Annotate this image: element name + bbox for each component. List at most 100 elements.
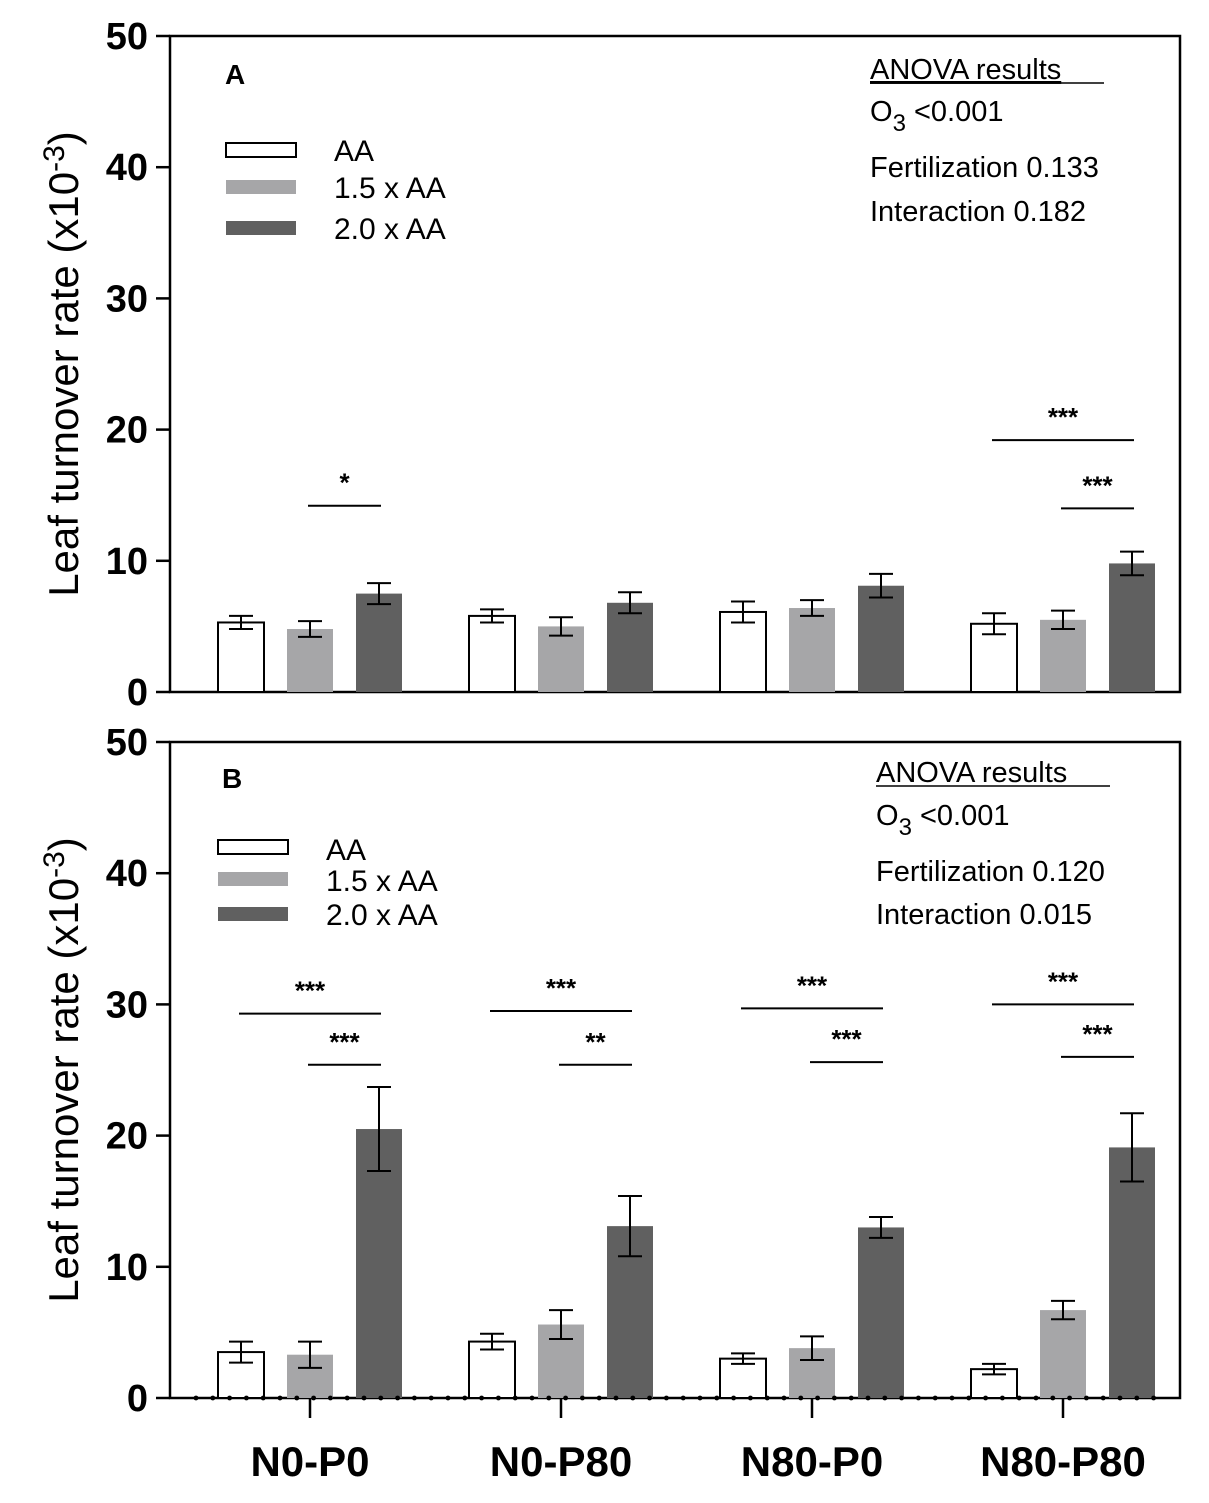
anova-title: ANOVA results [876,757,1067,789]
bar-1-5x [1040,619,1086,692]
bar-aa [719,610,767,694]
x-category-label: N0-P80 [490,1438,632,1485]
significance-label: *** [1082,1019,1113,1049]
baseline-dot [664,1395,669,1401]
baseline-dot [311,1395,316,1401]
baseline-dot [680,1395,686,1401]
baseline-dot [630,1395,636,1401]
baseline-dot [479,1395,484,1401]
baseline-dot [697,1395,703,1401]
significance-label: *** [1048,966,1079,996]
legend-swatch-2-0x [218,907,288,921]
baseline-dot [260,1395,266,1401]
legend-label-1-5x: 1.5 x AA [326,865,438,898]
bar-2-0x [356,1129,402,1398]
anova-interaction: Interaction 0.182 [870,196,1086,228]
bars [217,1086,1155,1400]
baseline-dot [244,1395,249,1401]
panel-letter: A [225,59,245,90]
y-axis-label-close: ) [40,131,87,145]
baseline-dot [748,1395,753,1401]
anova-o3: O3 <0.001 [876,800,1010,841]
baseline-dot [932,1395,938,1401]
y-tick-label: 30 [106,984,148,1026]
baseline-dot [1151,1395,1156,1401]
baseline-dot [1067,1395,1072,1401]
baseline-dot [882,1395,888,1401]
x-category-label: N80-P80 [980,1438,1146,1485]
y-tick-label: 0 [127,1378,148,1420]
bar-2-0x [607,602,653,692]
significance-label: *** [1082,470,1113,500]
legend-label-aa: AA [334,135,374,168]
baseline-dot [193,1395,199,1401]
plot-frame [168,740,1182,1400]
y-tick-label: 0 [127,672,148,714]
legend-swatch-aa [217,839,289,855]
legend-label-2-0x: 2.0 x AA [326,899,438,932]
y-tick-label: 40 [106,853,148,895]
y-tick-label: 40 [106,147,148,189]
baseline-dot [563,1395,568,1401]
significance-label: ** [585,1027,606,1057]
legend-label-1-5x: 1.5 x AA [334,172,446,205]
baseline-dot [714,1395,720,1401]
baseline-dot [1100,1395,1106,1401]
y-tick-label: 30 [106,278,148,320]
baseline-dot [580,1395,585,1401]
y-tick-label: 10 [106,1247,148,1289]
bar-aa [719,1357,767,1400]
x-category-label: N0-P0 [250,1438,369,1485]
y-axis-label-exponent: -3 [38,145,71,172]
bar-aa [970,622,1018,693]
panel-b: 0 10 20 30 40 50 Leaf turnover rate (x10-3) B… [38,722,1182,1420]
anova-fertilization: Fertilization 0.120 [876,856,1105,888]
anova-o3-subscript: 3 [899,814,912,841]
anova-title: ANOVA results [870,54,1061,86]
baseline-dot [1050,1395,1056,1401]
significance-label: *** [295,976,326,1006]
bar-1-5x [538,626,584,692]
y-tick-label: 50 [106,722,148,764]
baseline-dot [344,1395,350,1401]
baseline-dot [1000,1395,1005,1401]
y-axis: 0 10 20 30 40 50 [106,722,170,1420]
baseline-dot [596,1395,602,1401]
legend-swatch-2-0x [226,221,296,235]
bar-2-0x [1109,563,1155,692]
x-category-label: N80-P0 [741,1438,883,1485]
significance-marks: ******* [308,402,1134,510]
baseline-dot [361,1395,367,1401]
baseline-dot [395,1395,400,1401]
y-axis-label: Leaf turnover rate (x10-3) [38,131,87,597]
anova-o3-subscript: 3 [893,110,906,137]
y-axis-label-base: Leaf turnover rate (x10 [40,878,87,1303]
baseline-dot [496,1395,501,1401]
baseline-dot [1134,1395,1140,1401]
baseline-dot [294,1395,300,1401]
legend-label-aa: AA [326,834,366,867]
anova-o3: O3 <0.001 [870,96,1004,137]
y-tick-label: 50 [106,16,148,58]
significance-label: *** [546,973,577,1003]
baseline-dot [815,1395,820,1401]
anova-results: ANOVA results O3 <0.001 Fertilization 0.… [876,757,1110,931]
bar-aa [468,614,516,693]
bar-2-0x [858,1227,904,1398]
bar-2-0x [1109,1147,1155,1398]
baseline-dot [529,1395,535,1401]
y-axis-label-close: ) [40,837,87,851]
baseline-dot [1016,1395,1022,1401]
bar-aa [468,1340,516,1399]
legend-swatch-1-5x [226,180,296,194]
significance-label: *** [831,1024,862,1054]
baseline-dot [412,1395,417,1401]
baseline-dot [731,1395,736,1401]
baseline-dot [764,1395,770,1401]
baseline-dot [613,1395,619,1401]
y-axis-label-base: Leaf turnover rate (x10 [40,172,87,597]
anova-o3-label: O [876,800,899,832]
baseline-dot [1033,1395,1039,1401]
bar-1-5x [789,608,835,692]
bar-aa [217,621,265,693]
